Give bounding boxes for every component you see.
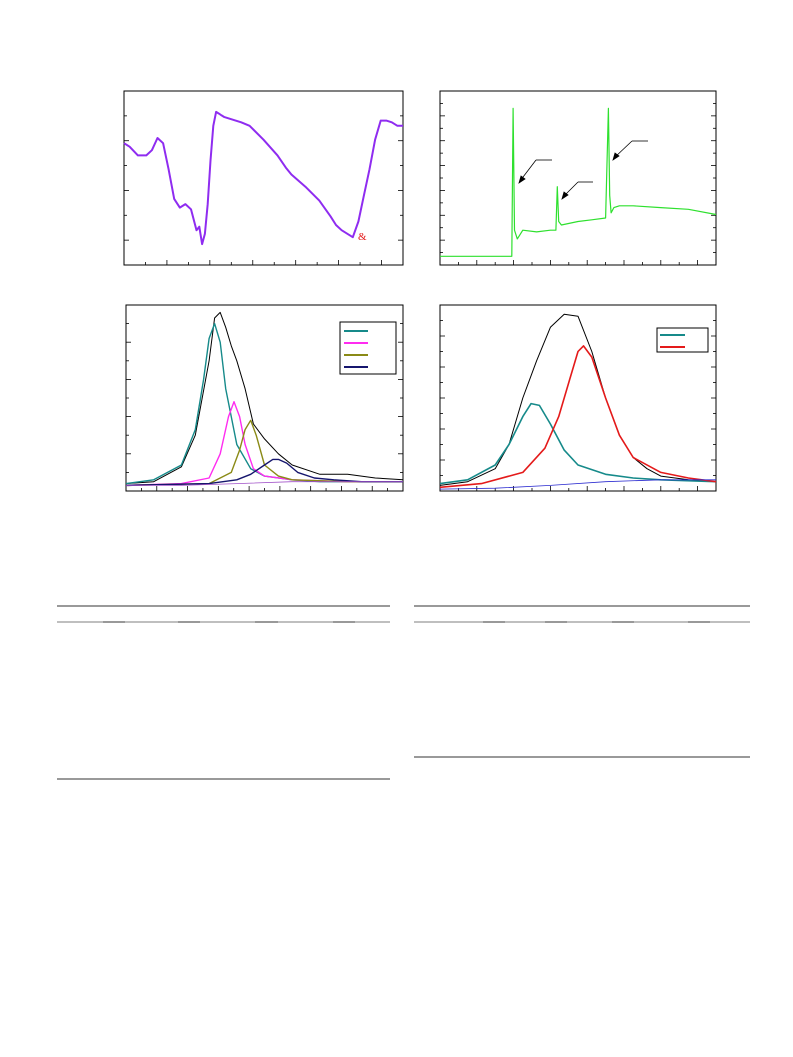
table-right bbox=[414, 605, 750, 758]
panel-d-legend-box bbox=[656, 327, 709, 353]
panel-c-series-0-line bbox=[125, 311, 404, 485]
panel-d bbox=[439, 304, 717, 492]
panel-a-frame bbox=[123, 90, 404, 266]
panel-b bbox=[439, 90, 717, 266]
panel-c-legend-box bbox=[339, 321, 397, 375]
table-left bbox=[57, 605, 390, 780]
panel-b-ticks bbox=[439, 90, 717, 266]
panel-d-frame bbox=[439, 304, 717, 492]
arrow-2-head bbox=[561, 191, 569, 200]
panel-b-frame bbox=[439, 90, 717, 266]
panel-c-series bbox=[125, 311, 404, 487]
panel-d-series-1-line bbox=[439, 402, 717, 485]
panel-d-ticks bbox=[439, 304, 717, 492]
panel-c-series-1-line bbox=[125, 322, 403, 485]
panel-a-series-0-line bbox=[123, 110, 403, 246]
panel-a-series bbox=[123, 110, 403, 246]
panel-b-series-0-line bbox=[440, 107, 717, 257]
panel-d-series-0-line bbox=[439, 313, 717, 486]
panel-b-arrows bbox=[518, 140, 648, 200]
panel-c-series-4-line bbox=[125, 458, 403, 487]
panel-d-legend bbox=[656, 327, 709, 353]
panel-b-series bbox=[440, 107, 717, 257]
panel-c-series-3-line bbox=[125, 419, 403, 487]
panel-a: & bbox=[123, 90, 404, 266]
panel-a-ticks bbox=[123, 90, 404, 266]
panel-d-series-3-line bbox=[439, 479, 716, 490]
panel-c-series-5-line bbox=[126, 481, 403, 486]
panel-c-ticks bbox=[125, 304, 404, 492]
panel-d-series-2-line bbox=[439, 345, 717, 489]
arrow-3-head bbox=[612, 152, 620, 161]
panel-d-series bbox=[439, 313, 717, 490]
arrow-1-head bbox=[518, 175, 526, 184]
panel-c-legend bbox=[339, 321, 397, 375]
panel-a-annotation: & bbox=[358, 231, 367, 243]
panel-c bbox=[125, 304, 404, 492]
